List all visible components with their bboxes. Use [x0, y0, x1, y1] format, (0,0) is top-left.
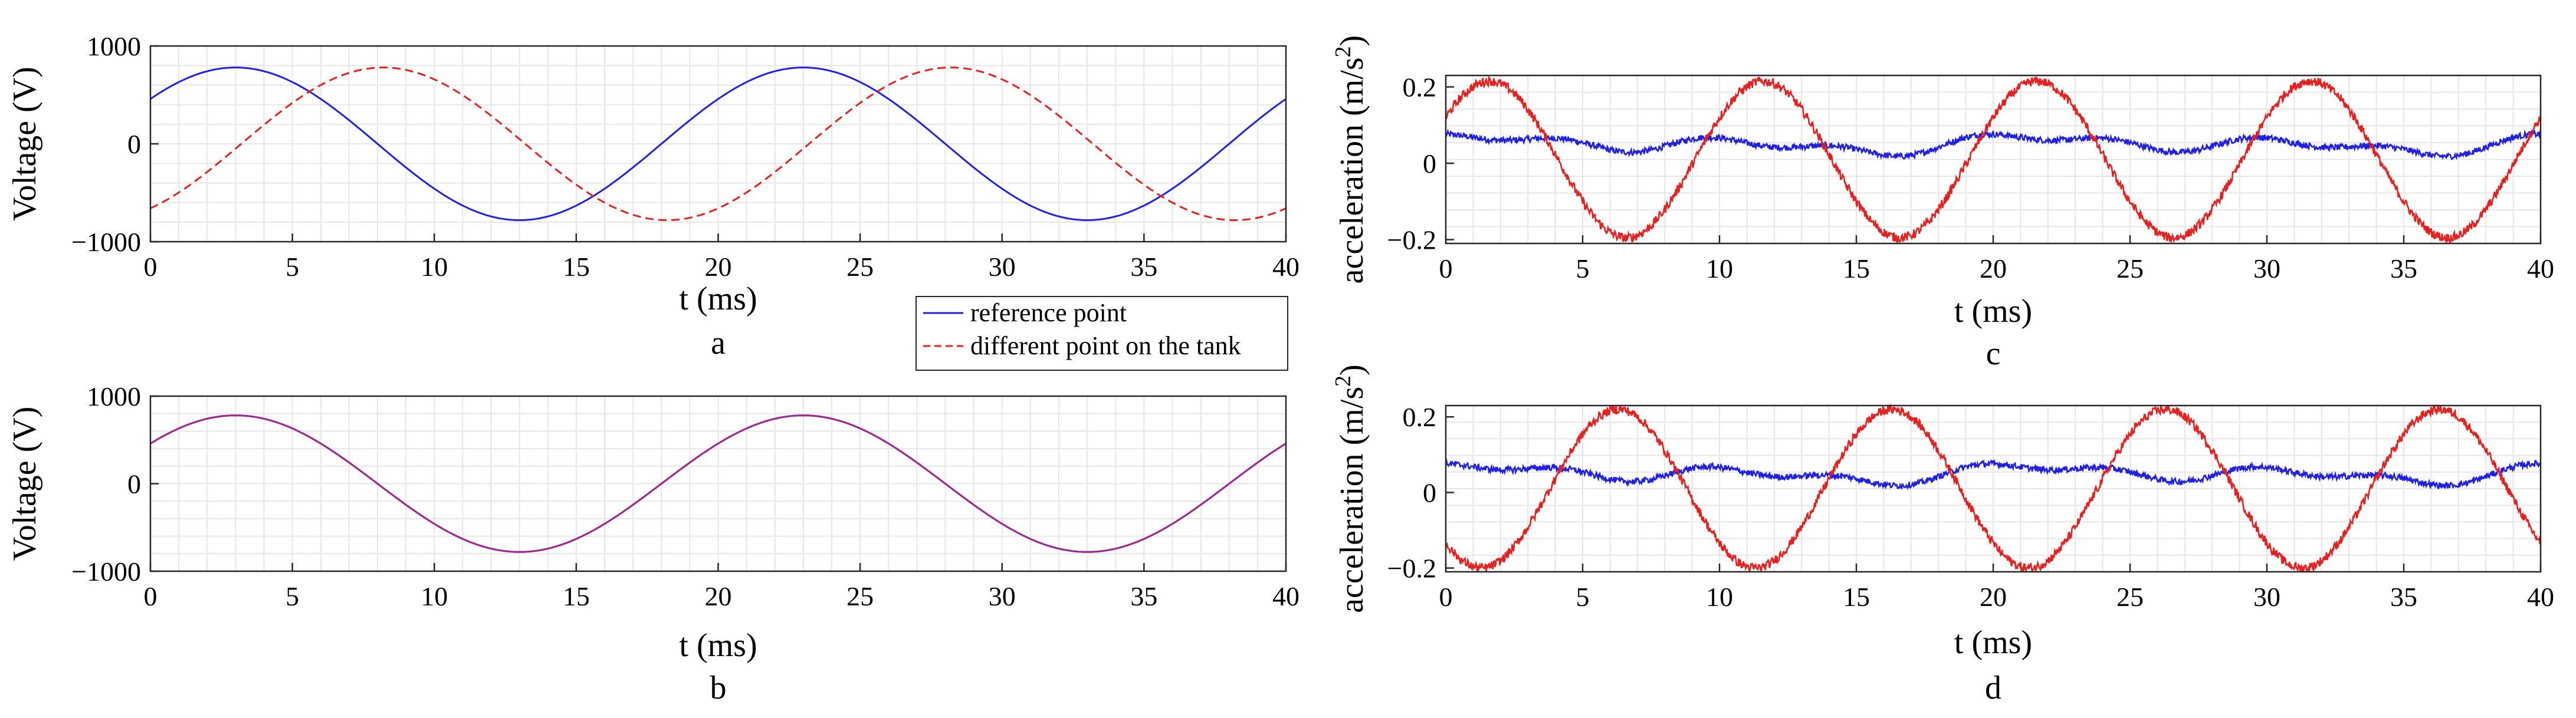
- grid: [1445, 405, 2541, 572]
- x-tick-label: 20: [1980, 253, 2007, 284]
- y-tick-label: 0: [1423, 149, 1436, 179]
- x-tick-label: 25: [2116, 582, 2144, 612]
- x-tick-label: 5: [286, 252, 299, 282]
- chart-panel-c: 0 5 10 15 20 25 30 35 40−0.200.2t (ms)accelerati…: [1331, 35, 2554, 372]
- x-tick-label: 10: [1706, 253, 1733, 284]
- x-tick-label: 30: [989, 581, 1016, 611]
- x-axis-label: t (ms): [1954, 293, 2032, 330]
- series-line-reference-point: [150, 67, 1287, 221]
- x-tick-label: 15: [563, 252, 590, 282]
- legend: reference point different point on the ta…: [915, 296, 1288, 371]
- x-tick-label: 20: [705, 581, 732, 611]
- series-line-different-point: [150, 67, 1287, 221]
- x-tick-label: 25: [846, 581, 874, 611]
- legend-entry: reference point: [970, 298, 1127, 327]
- x-axis-label: t (ms): [679, 627, 757, 664]
- x-tick-label: 35: [1130, 252, 1157, 282]
- y-tick-label: 0: [127, 129, 141, 159]
- x-tick-label: 20: [1980, 582, 2007, 612]
- y-tick-label: 0: [1423, 477, 1436, 508]
- x-tick-label: 40: [2527, 582, 2554, 612]
- x-tick-label: 40: [1272, 581, 1300, 611]
- x-tick-label: 35: [2390, 582, 2417, 612]
- grid: [150, 396, 1287, 572]
- y-tick-label: 1000: [87, 31, 141, 61]
- x-axis-label: t (ms): [679, 281, 757, 317]
- legend-entry: different point on the tank: [970, 331, 1241, 360]
- x-tick-label: 10: [421, 252, 448, 282]
- x-tick-label: 5: [286, 581, 299, 611]
- y-tick-label: −0.2: [1387, 554, 1436, 584]
- y-axis-label: acceleration (m/s2): [1331, 35, 1370, 284]
- legend-box: [915, 296, 1288, 371]
- y-tick-label: 0.2: [1403, 402, 1437, 432]
- x-tick-label: 40: [2527, 253, 2554, 284]
- x-tick-label: 10: [421, 581, 448, 611]
- y-tick-label: 0: [127, 469, 141, 499]
- x-tick-label: 30: [2253, 253, 2280, 284]
- x-tick-label: 0: [144, 252, 157, 282]
- y-tick-label: 0.2: [1403, 72, 1437, 102]
- x-tick-label: 10: [1706, 582, 1733, 612]
- chart-panel-d: 0 5 10 15 20 25 30 35 40−0.200.2t (ms)accelerati…: [1331, 364, 2554, 706]
- x-tick-label: 0: [1439, 253, 1453, 284]
- series-line-different-point: [1445, 403, 2542, 573]
- x-tick-label: 15: [1843, 253, 1870, 284]
- y-tick-label: −0.2: [1387, 225, 1436, 255]
- y-axis-label: Voltage (V): [6, 407, 43, 561]
- x-tick-label: 30: [989, 252, 1016, 282]
- panel-label-c: c: [1986, 335, 2001, 372]
- x-tick-label: 0: [1439, 582, 1453, 612]
- x-tick-label: 35: [2390, 253, 2417, 284]
- x-tick-label: 25: [2116, 253, 2144, 284]
- x-tick-label: 25: [846, 252, 874, 282]
- panel-label-b: b: [710, 670, 727, 706]
- y-axis-label: acceleration (m/s2): [1331, 364, 1370, 613]
- series-line-different-point: [1445, 75, 2542, 244]
- grid: [1445, 75, 2541, 244]
- x-tick-label: 5: [1576, 582, 1590, 612]
- x-tick-label: 30: [2253, 582, 2280, 612]
- x-tick-label: 15: [563, 581, 590, 611]
- panel-label-d: d: [1985, 670, 2001, 706]
- x-tick-label: 0: [144, 581, 157, 611]
- panel-label-a: a: [711, 325, 726, 361]
- series-line-different-point: [150, 414, 1287, 553]
- y-tick-label: −1000: [71, 556, 141, 587]
- y-axis-label: Voltage (V): [6, 67, 43, 221]
- x-tick-label: 15: [1843, 582, 1870, 612]
- x-tick-label: 5: [1576, 253, 1590, 284]
- series-line-reference-point: [1445, 129, 2542, 160]
- y-tick-label: 1000: [87, 381, 141, 411]
- series-line-reference-point: [1445, 458, 2542, 490]
- y-tick-label: −1000: [71, 227, 141, 257]
- x-axis-label: t (ms): [1954, 624, 2032, 661]
- x-tick-label: 20: [705, 252, 732, 282]
- x-tick-label: 35: [1130, 581, 1157, 611]
- grid: [150, 45, 1287, 242]
- x-tick-label: 40: [1272, 252, 1300, 282]
